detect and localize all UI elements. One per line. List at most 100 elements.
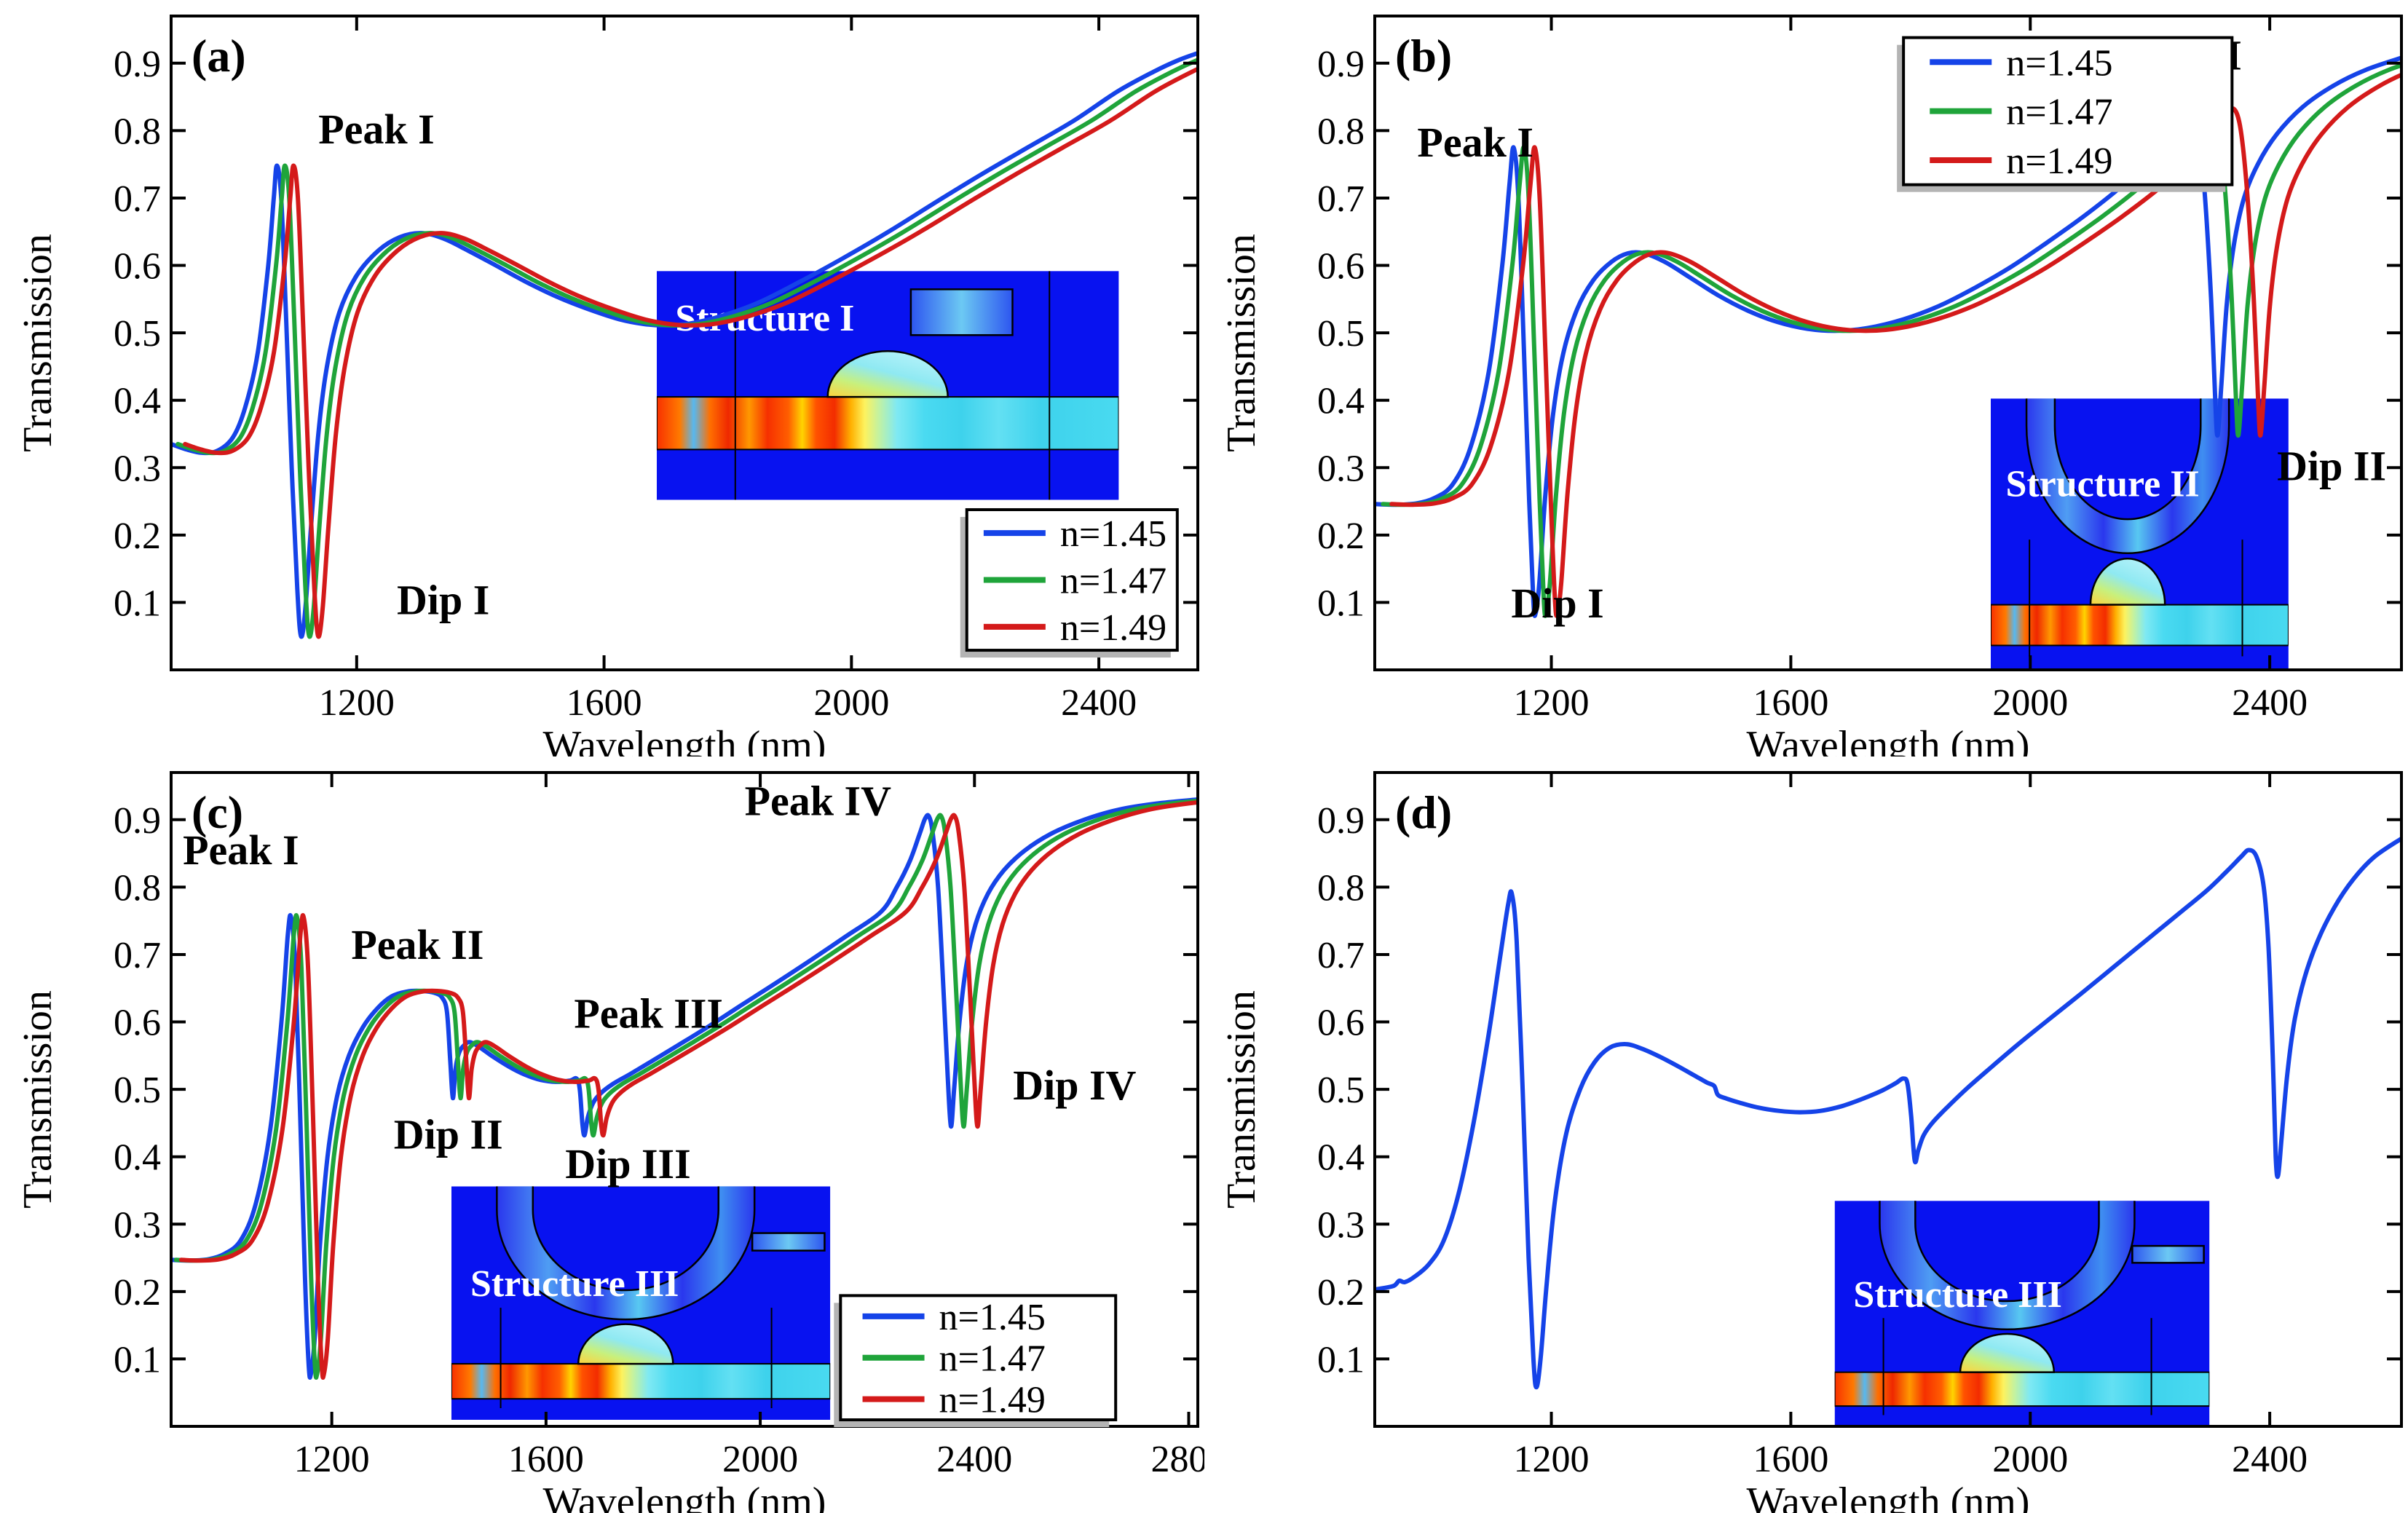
y-tick-label: 0.1 (1317, 582, 1365, 624)
curve-n=1.45 (171, 797, 1198, 1380)
y-tick-label: 0.1 (114, 582, 161, 624)
legend-entry-label: n=1.45 (939, 1297, 1046, 1338)
y-tick-label: 0.8 (1317, 111, 1365, 152)
legend-entry-label: n=1.47 (2006, 92, 2112, 133)
y-tick-label: 0.8 (114, 111, 161, 152)
x-tick-label: 2000 (1992, 682, 2068, 724)
curve-n=1.47 (173, 798, 1198, 1380)
x-axis-label: Wavelength (nm) (1747, 1480, 2030, 1513)
y-axis-label: Transmission (1219, 234, 1264, 452)
inset-title: Structure III (470, 1263, 679, 1305)
curve-n=1.45 (1375, 55, 2401, 618)
y-tick-label: 0.7 (1317, 178, 1365, 220)
x-tick-label: 1200 (1514, 682, 1590, 724)
annotation: Peak IV (745, 777, 892, 824)
y-tick-label: 0.7 (114, 178, 161, 220)
inset-structure-I: Structure I (656, 271, 1119, 500)
y-tick-label: 0.2 (114, 515, 161, 557)
annotation: Peak I (183, 826, 299, 874)
inset-structure-III: Structure III (1834, 1201, 2210, 1426)
x-tick-label: 2400 (2232, 1439, 2308, 1480)
y-tick-label: 0.3 (114, 1204, 161, 1246)
legend-entry-label: n=1.49 (939, 1380, 1046, 1421)
curve-n=1.45 (171, 50, 1198, 639)
annotation: Dip I (397, 577, 489, 624)
y-tick-label: 0.2 (114, 1272, 161, 1313)
plot-frame (1373, 771, 2403, 1428)
y-tick-label: 0.1 (114, 1339, 161, 1380)
x-tick-label: 1600 (567, 682, 642, 724)
y-tick-label: 0.8 (1317, 867, 1365, 909)
x-axis-label: Wavelength (nm) (1747, 723, 2030, 756)
panel-b: Structure II 1200 1600 2000 2400 0.1 0.2 0.3 0.4… (1204, 0, 2408, 756)
inset-waveguide (1834, 1371, 2210, 1407)
inset-half-ring-resonator (496, 1186, 756, 1320)
panel-letter: (b) (1395, 30, 1452, 82)
x-tick-label: 2000 (813, 682, 889, 724)
axes: 1200 1600 2000 2400 0.1 0.2 0.3 0.4 0.5 0.6 0.7 0.8… (1317, 15, 2403, 724)
panel-d: Structure III 1200 1600 2000 2400 0.1 0.2 0.3 0.… (1204, 756, 2408, 1513)
annotation: Peak I (318, 106, 435, 153)
y-tick-label: 0.6 (1317, 1003, 1365, 1044)
inset-waveguide (1991, 604, 2289, 647)
annotation: Dip IV (1013, 1062, 1136, 1109)
x-tick-label: 1600 (1753, 682, 1828, 724)
curve-n=1.47 (1381, 63, 2401, 618)
inset-half-ring-resonator (1879, 1201, 2136, 1331)
annotation: Dip II (394, 1110, 503, 1158)
x-tick-label: 2000 (722, 1439, 798, 1480)
curve-n=1.49 (183, 66, 1198, 639)
y-tick-label: 0.5 (1317, 1070, 1365, 1111)
x-tick-label: 1200 (319, 682, 395, 724)
y-tick-label: 0.4 (114, 1137, 161, 1179)
inset-title: Structure III (1853, 1274, 2061, 1316)
panel-a-chart: Structure I 1200 1600 2000 2400 0.1 0.2 0.3 0.4 0… (15, 15, 1199, 756)
y-tick-label: 0.5 (114, 313, 161, 355)
y-tick-label: 0.6 (114, 1003, 161, 1044)
curves (1375, 836, 2401, 1390)
y-tick-label: 0.5 (1317, 313, 1365, 355)
y-tick-label: 0.9 (1317, 800, 1365, 842)
axes: 1200 1600 2000 2400 0.1 0.2 0.3 0.4 0.5 0.6 0.7 0.8… (1317, 771, 2403, 1480)
annotation: Dip II (2277, 443, 2386, 490)
x-tick-label: 2400 (1061, 682, 1137, 724)
axes: 1200 1600 2000 2400 0.1 0.2 0.3 0.4 0.5 0.6 0.7 0.8… (114, 15, 1199, 724)
legend: n=1.45 n=1.47 n=1.49 (1897, 36, 2234, 192)
legend-entry-label: n=1.45 (2006, 42, 2112, 84)
inset-stub-resonator (909, 288, 1014, 336)
inset-half-ring-resonator (2025, 398, 2230, 554)
y-tick-label: 0.7 (114, 935, 161, 976)
panel-letter: (d) (1395, 786, 1452, 838)
x-axis-label: Wavelength (nm) (543, 723, 826, 756)
x-tick-label: 1200 (294, 1439, 370, 1480)
annotation: Peak II (351, 921, 483, 968)
inset-waveguide (451, 1363, 831, 1400)
y-tick-label: 0.9 (1317, 44, 1365, 85)
inset-side-stub (2131, 1244, 2205, 1264)
y-tick-label: 0.4 (114, 381, 161, 422)
x-axis-label: Wavelength (nm) (543, 1480, 826, 1513)
inset-disk-resonator (1959, 1333, 2056, 1373)
y-axis-label: Transmission (15, 990, 60, 1209)
y-tick-label: 0.4 (1317, 381, 1365, 422)
y-tick-label: 0.6 (114, 246, 161, 288)
curve-n=1.49 (1389, 72, 2401, 618)
curve-transmission (1375, 836, 2401, 1390)
inset-side-stub (751, 1232, 826, 1252)
inset-waveguide (656, 396, 1119, 451)
legend: n=1.45 n=1.47 n=1.49 (960, 507, 1179, 658)
y-tick-label: 0.6 (1317, 246, 1365, 288)
legend-entry-label: n=1.47 (939, 1338, 1046, 1380)
y-tick-label: 0.2 (1317, 1272, 1365, 1313)
y-tick-label: 0.2 (1317, 515, 1365, 557)
y-tick-label: 0.9 (114, 800, 161, 842)
y-tick-label: 0.3 (1317, 1204, 1365, 1246)
x-tick-label: 2000 (1992, 1439, 2068, 1480)
y-tick-label: 0.3 (114, 448, 161, 489)
curves (171, 50, 1198, 639)
